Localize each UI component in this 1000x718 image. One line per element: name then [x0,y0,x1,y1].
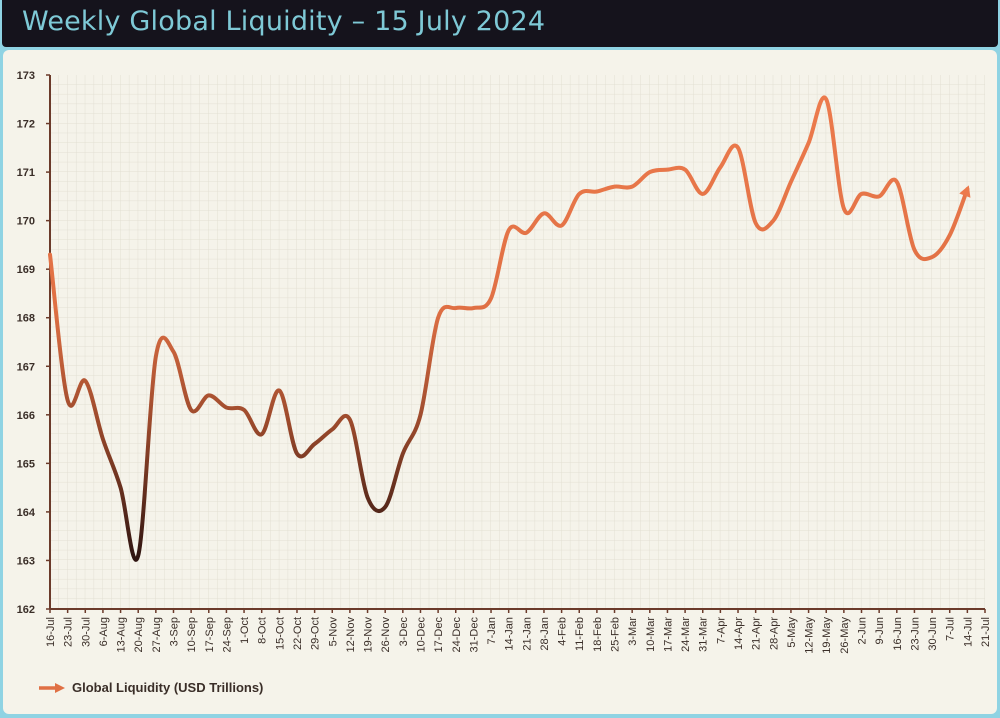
x-tick-label: 27-Aug [151,617,163,652]
x-tick-label: 5-May [786,617,798,648]
y-tick-label: 172 [17,119,35,131]
series-global-liquidity [48,95,971,562]
y-tick-label: 168 [17,313,35,325]
x-tick-label: 11-Feb [574,617,586,651]
x-tick-label: 30-Jul [80,617,92,647]
x-tick-label: 12-May [804,617,816,654]
x-tick-label: 10-Dec [415,617,427,653]
x-tick-label: 1-Oct [239,617,251,644]
x-tick-label: 24-Dec [451,617,463,653]
x-tick-label: 18-Feb [592,617,604,652]
x-tick-label: 31-Dec [468,617,480,653]
x-tick-label: 10-Sep [186,617,198,652]
x-tick-label: 21-Jul [980,617,992,647]
x-tick-label: 17-Sep [204,617,216,652]
y-tick-label: 163 [17,555,35,567]
x-tick-label: 31-Mar [698,617,710,652]
x-tick-label: 17-Dec [433,617,445,653]
legend-label: Global Liquidity (USD Trillions) [72,680,264,695]
x-tick-label: 3-Dec [398,617,410,647]
x-tick-label: 14-Jul [962,617,974,647]
x-tick-label: 30-Jun [927,617,939,651]
x-tick-label: 9-Jun [874,617,886,645]
x-tick-label: 26-May [839,617,851,654]
x-tick-label: 15-Oct [274,617,286,650]
x-tick-label: 24-Mar [680,617,692,652]
x-tick-label: 12-Nov [345,617,357,653]
x-tick-label: 7-Apr [715,617,727,644]
x-tick-label: 4-Feb [557,617,569,646]
x-tick-label: 21-Apr [751,617,763,650]
x-tick-label: 16-Jun [892,617,904,651]
x-tick-label: 13-Aug [116,617,128,652]
x-tick-label: 2-Jun [857,617,869,645]
y-tick-label: 169 [17,264,35,276]
x-tick-label: 22-Oct [292,617,304,650]
x-tick-label: 8-Oct [257,617,269,644]
x-tick-label: 21-Jan [521,617,533,651]
x-tick-label: 29-Oct [310,617,322,650]
series-line [48,95,970,562]
x-tick-label: 7-Jul [945,617,957,641]
y-tick-label: 165 [17,458,35,470]
x-tick-label: 28-Jan [539,617,551,651]
y-tick-label: 173 [17,70,35,82]
y-tick-label: 171 [17,167,35,179]
x-tick-label: 14-Jan [504,617,516,651]
y-tick-label: 162 [17,604,35,616]
x-tick-label: 16-Jul [45,617,57,647]
x-axis: 16-Jul 23-Jul 30-Jul 6-Aug 13-Aug 20-Aug 27-Au… [45,608,992,654]
title-bar: Weekly Global Liquidity – 15 July 2024 [2,0,998,47]
x-tick-label: 3-Sep [168,617,180,646]
x-tick-label: 19-Nov [363,617,375,653]
x-tick-label: 3-Mar [627,617,639,646]
series-end-arrow-icon [959,185,971,198]
grid [50,75,985,609]
x-tick-label: 24-Sep [221,617,233,652]
x-tick-label: 5-Nov [327,617,339,647]
x-tick-label: 14-Apr [733,617,745,650]
legend: Global Liquidity (USD Trillions) [38,680,263,695]
x-tick-label: 17-Mar [662,617,674,652]
x-tick-label: 28-Apr [768,617,780,650]
x-tick-label: 7-Jan [486,617,498,645]
x-tick-label: 26-Nov [380,617,392,653]
legend-arrow-icon [39,682,65,693]
x-tick-label: 19-May [821,617,833,654]
x-tick-label: 10-Mar [645,617,657,652]
x-tick-label: 25-Feb [610,617,622,652]
y-tick-label: 170 [17,216,35,228]
x-tick-label: 23-Jun [909,617,921,651]
y-tick-label: 167 [17,361,35,373]
y-tick-label: 164 [17,507,36,519]
x-tick-label: 20-Aug [133,617,145,652]
y-axis: 162 163 164 165 166 167 168 169 170 171 172 173 [17,70,51,616]
y-tick-label: 166 [17,410,35,422]
x-tick-label: 23-Jul [63,617,75,647]
x-tick-label: 6-Aug [98,617,110,646]
chart-title: Weekly Global Liquidity – 15 July 2024 [22,6,546,37]
